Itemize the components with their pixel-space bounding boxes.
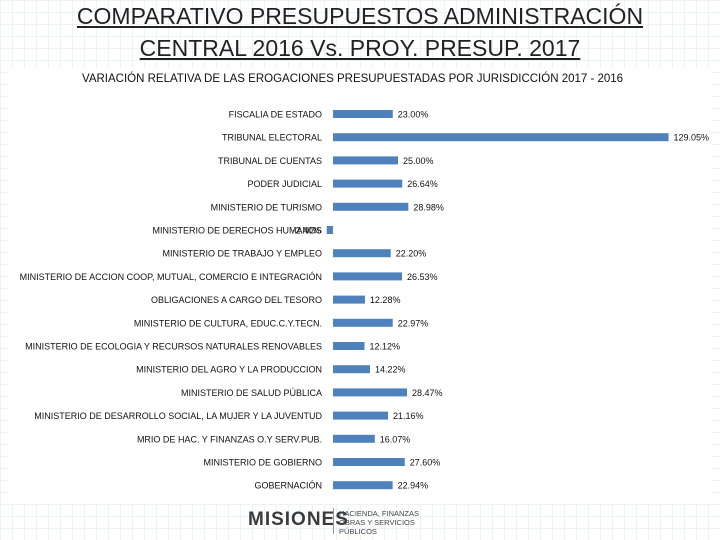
bar	[326, 226, 333, 234]
bar	[333, 388, 408, 397]
data-label: 22.97%	[398, 318, 429, 328]
data-label: 23.00%	[398, 110, 429, 120]
data-label: -2.40%	[292, 226, 321, 236]
data-label: 22.94%	[398, 481, 429, 491]
category-label: MINISTERIO DE TURISMO	[211, 202, 322, 212]
data-label: 28.98%	[413, 202, 444, 212]
bar	[333, 202, 409, 211]
category-label: OBLIGACIONES A CARGO DEL TESORO	[151, 295, 322, 305]
category-label: TRIBUNAL ELECTORAL	[222, 133, 322, 143]
bar	[333, 481, 393, 490]
bar	[333, 434, 375, 443]
data-label: 16.07%	[380, 434, 411, 444]
bar	[333, 458, 405, 466]
slide-title: COMPARATIVO PRESUPUESTOS ADMINISTRACIÓN …	[0, 0, 720, 64]
bar	[333, 295, 365, 304]
category-label: MINISTERIO DE DERECHOS HUMANOS	[152, 226, 322, 236]
logo-subtitle: HACIENDA, FINANZAS OBRAS Y SERVICIOS PÚB…	[339, 509, 449, 536]
category-label: PODER JUDICIAL	[247, 179, 322, 189]
category-label: FISCALIA DE ESTADO	[229, 110, 322, 120]
bar	[333, 365, 370, 374]
category-label: MINISTERIO DE CULTURA, EDUC.C.Y.TECN.	[134, 318, 322, 328]
category-label: MINISTERIO DE DESARROLLO SOCIAL, LA MUJE…	[34, 411, 322, 421]
logo-subtitle-line-2: OBRAS Y SERVICIOS PÚBLICOS	[339, 518, 415, 536]
data-label: 26.53%	[407, 272, 438, 282]
data-label: 21.16%	[393, 411, 424, 421]
data-label: 22.20%	[396, 249, 427, 259]
slide-title-line-2: CENTRAL 2016 Vs. PROY. PRESUP. 2017	[139, 35, 581, 61]
category-label: TRIBUNAL DE CUENTAS	[218, 156, 322, 166]
logo-divider	[333, 508, 334, 534]
logo-wordmark: MISIONES	[248, 509, 349, 530]
bar	[333, 110, 393, 118]
data-label: 25.00%	[403, 156, 434, 166]
logo-subtitle-line-1: HACIENDA, FINANZAS	[339, 509, 420, 518]
bar	[333, 133, 669, 142]
data-label: 28.47%	[412, 388, 443, 398]
data-label: 129.05%	[674, 133, 710, 143]
data-label: 14.22%	[375, 365, 406, 375]
data-label: 27.60%	[410, 458, 441, 468]
category-label: MINISTERIO DE SALUD PÚBLICA	[181, 388, 322, 398]
footer-logo: MISIONES HACIENDA, FINANZAS OBRAS Y SERV…	[244, 505, 444, 539]
data-label: 26.64%	[407, 179, 438, 189]
bar	[333, 179, 403, 188]
category-label: MINISTERIO DE GOBIERNO	[203, 458, 322, 468]
bar	[333, 411, 389, 420]
bar	[333, 342, 365, 350]
data-label: 12.12%	[370, 342, 401, 352]
chart-title: VARIACIÓN RELATIVA DE LAS EROGACIONES PR…	[82, 73, 624, 85]
category-label: MINISTERIO DE TRABAJO Y EMPLEO	[162, 249, 322, 259]
category-label: MINISTERIO DEL AGRO Y LA PRODUCCION	[136, 365, 322, 375]
data-label: 12.28%	[370, 295, 401, 305]
bar	[333, 272, 402, 281]
category-label: GOBERNACIÓN	[254, 481, 322, 491]
category-label: MRIO DE HAC. Y FINANZAS O.Y SERV.PUB.	[137, 434, 322, 444]
bar	[333, 249, 391, 258]
bar	[333, 156, 398, 165]
slide-title-line-1: COMPARATIVO PRESUPUESTOS ADMINISTRACIÓN	[76, 3, 644, 29]
category-label: MINISTERIO DE ECOLOGIA Y RECURSOS NATURA…	[25, 342, 322, 352]
category-label: MINISTERIO DE ACCION COOP, MUTUAL, COMER…	[20, 272, 322, 282]
bar	[333, 318, 393, 327]
